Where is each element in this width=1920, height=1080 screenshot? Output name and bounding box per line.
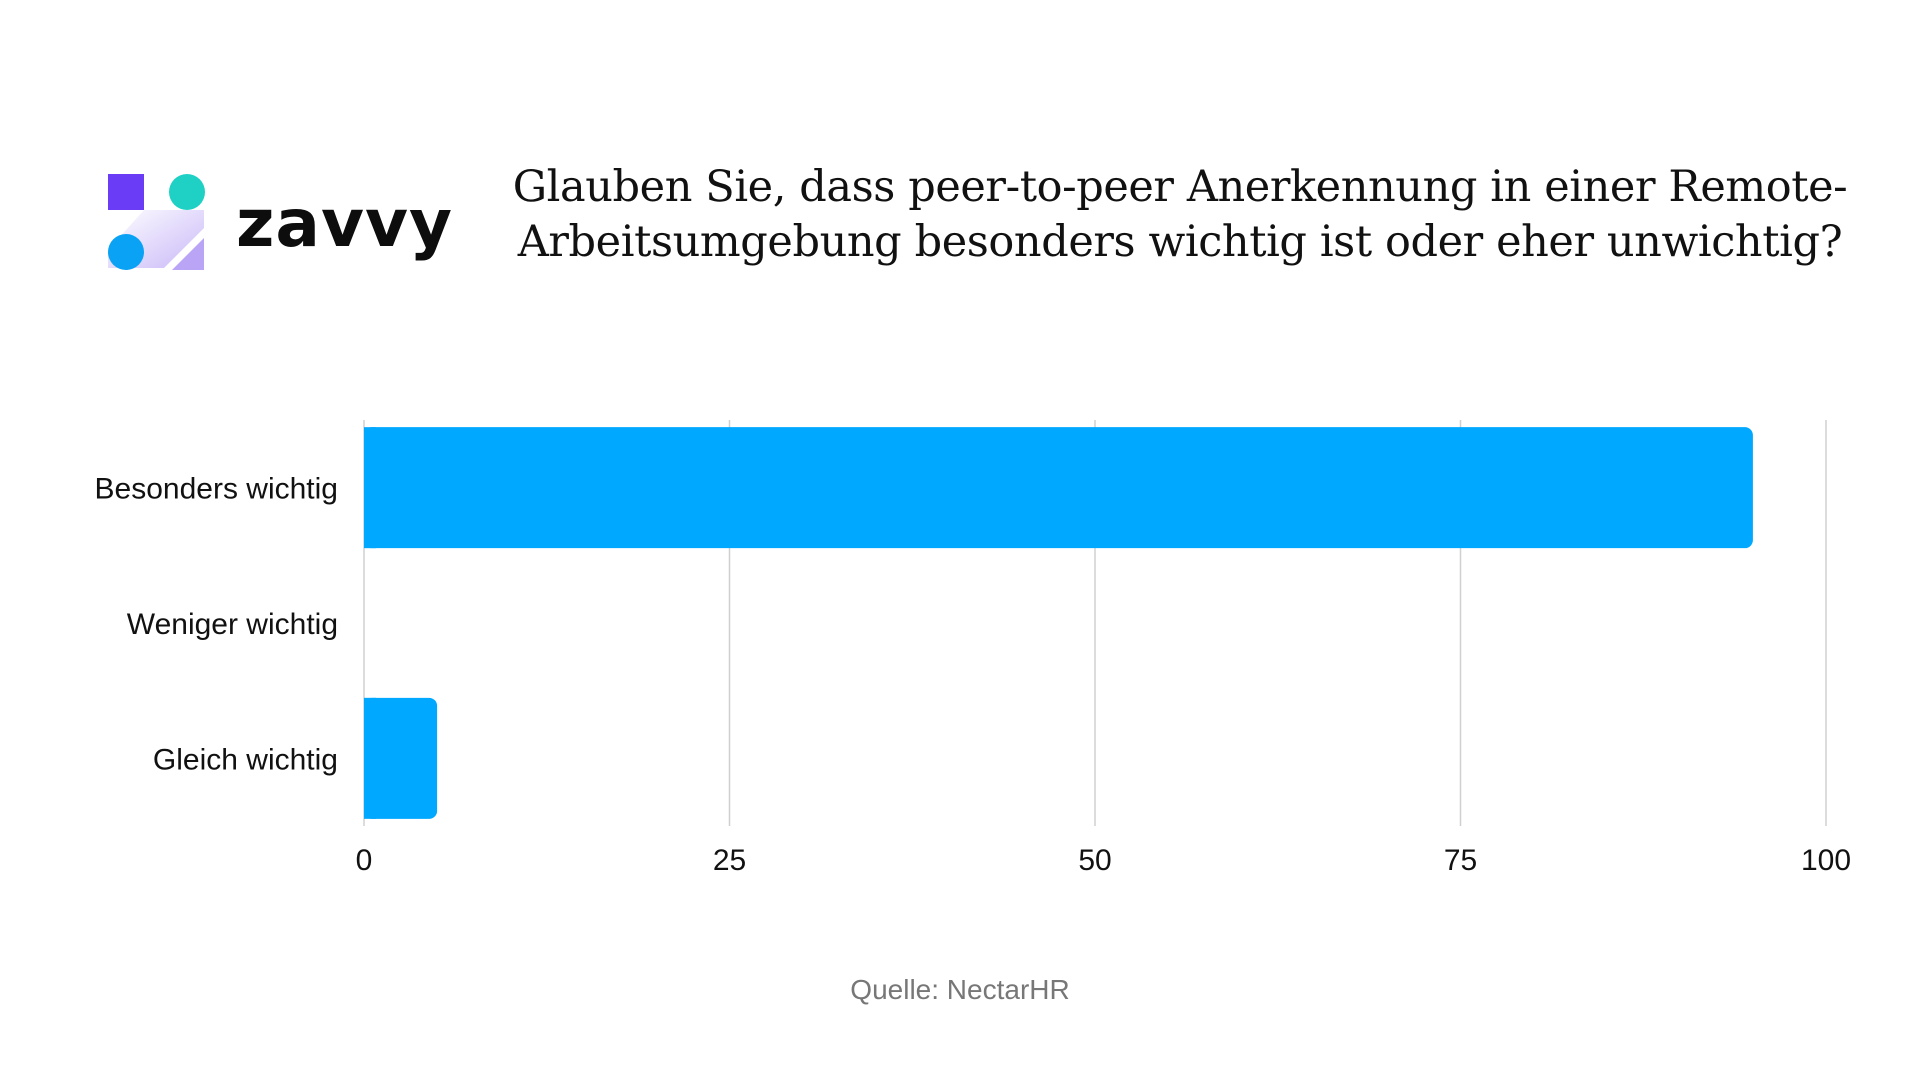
brand-logo: zavvy [108, 168, 468, 278]
x-tick-label: 25 [713, 844, 746, 877]
category-label: Besonders wichtig [95, 473, 338, 506]
zavvy-logo-icon: zavvy [108, 174, 453, 270]
x-tick-label: 75 [1444, 844, 1477, 877]
brand-name: zavvy [236, 185, 453, 262]
chart-title-line1: Glauben Sie, dass peer-to-peer Anerkennu… [512, 162, 1848, 212]
x-tick-label: 100 [1801, 844, 1851, 877]
chart-title: Glauben Sie, dass peer-to-peer Anerkennu… [510, 160, 1850, 270]
source-note: Quelle: NectarHR [850, 974, 1070, 1005]
bar-base-besonders-wichtig [364, 427, 376, 549]
category-label: Gleich wichtig [153, 743, 338, 776]
category-label: Weniger wichtig [127, 608, 338, 641]
x-tick-label: 0 [356, 844, 373, 877]
category-labels: Besonders wichtig Weniger wichtig Gleich w… [95, 473, 338, 777]
bars [364, 427, 1753, 819]
bar-besonders-wichtig [364, 427, 1753, 549]
bar-gleich-wichtig [364, 697, 438, 819]
x-tick-label: 50 [1078, 844, 1111, 877]
x-axis-tick-labels: 0 25 50 75 100 [356, 844, 1851, 877]
bar-base-gleich-wichtig [364, 697, 376, 819]
chart-title-line2: Arbeitsumgebung besonders wichtig ist od… [517, 217, 1843, 267]
